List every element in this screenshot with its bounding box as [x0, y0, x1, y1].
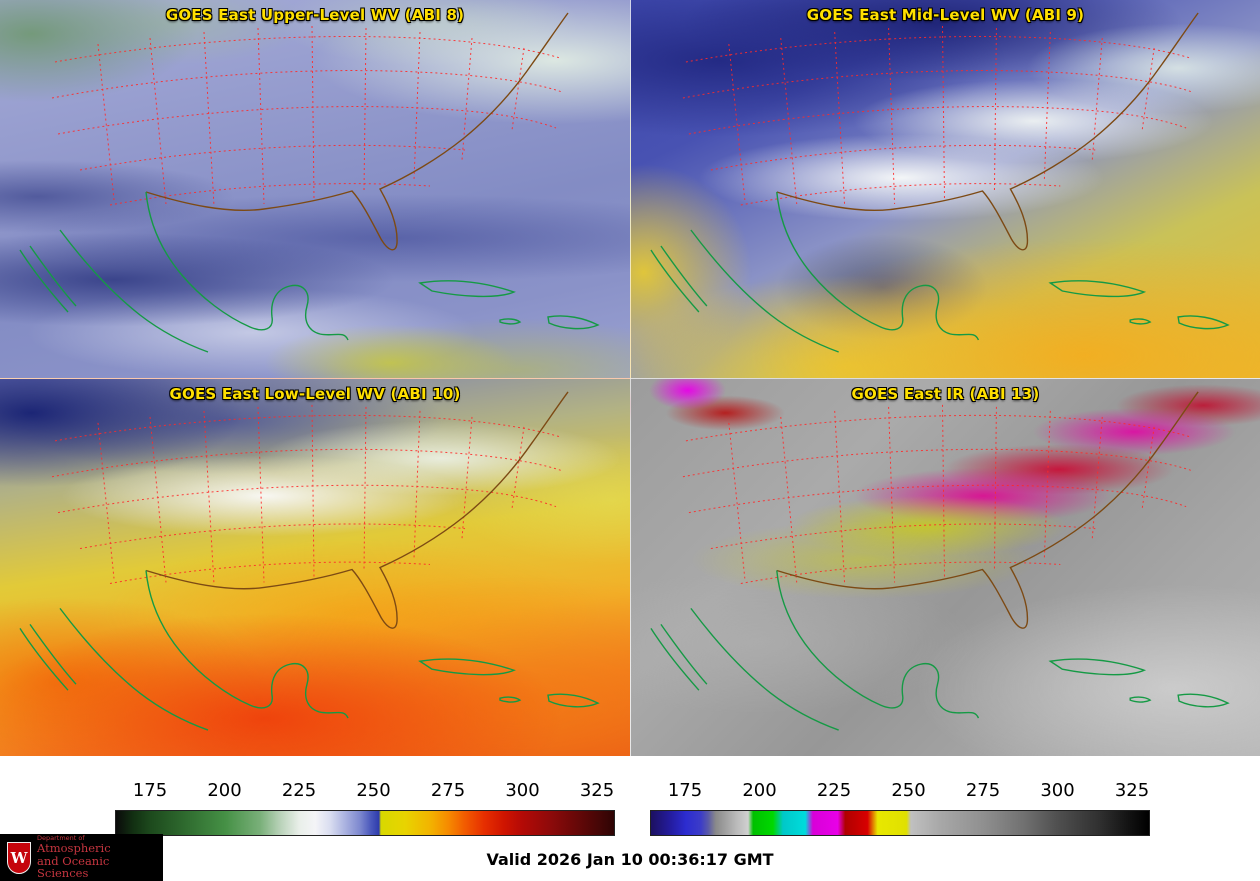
tick-label: 325	[1114, 780, 1150, 801]
aos-department-logo: W Department of Atmospheric and Oceanic …	[0, 834, 163, 881]
footer: 175 200 225 250 275 300 325 175 200 225 …	[0, 756, 1260, 881]
ir-colorbar-ticks: 175 200 225 250 275 300 325	[650, 780, 1150, 804]
map-overlay	[650, 391, 1229, 731]
panel-title-upper-level-wv: GOES East Upper-Level WV (ABI 8)	[165, 6, 465, 24]
crest-letter: W	[10, 848, 28, 867]
wv-colorbar-ticks: 175 200 225 250 275 300 325	[115, 780, 615, 804]
panel-upper-level-wv: GOES East Upper-Level WV (ABI 8)	[0, 0, 630, 378]
map-overlay	[650, 12, 1229, 353]
wv-colorbar-gradient	[115, 810, 615, 836]
tick-label: 250	[891, 780, 926, 801]
logo-line-1: Atmospheric	[37, 841, 111, 856]
logo-dept-line: Department of	[37, 834, 85, 843]
tick-label: 300	[505, 780, 540, 801]
panel-title-ir: GOES East IR (ABI 13)	[851, 385, 1040, 403]
tick-label: 275	[965, 780, 1001, 801]
valid-time-caption: Valid 2026 Jan 10 00:36:17 GMT	[486, 850, 774, 869]
panel-grid: GOES East Upper-Level WV (ABI 8) GOES Ea…	[0, 0, 1260, 756]
ir-colorbar-gradient	[650, 810, 1150, 836]
tick-label: 275	[430, 780, 466, 801]
tick-label: 225	[816, 780, 852, 801]
tick-label: 200	[742, 780, 777, 801]
tick-label: 175	[132, 780, 168, 801]
tick-label: 300	[1040, 780, 1075, 801]
wv-colorbar: 175 200 225 250 275 300 325	[115, 756, 615, 881]
panel-mid-level-wv: GOES East Mid-Level WV (ABI 9)	[630, 0, 1260, 378]
panel-low-level-wv: GOES East Low-Level WV (ABI 10)	[0, 378, 630, 756]
map-overlay	[19, 12, 599, 353]
tick-label: 175	[667, 780, 703, 801]
map-overlay	[19, 391, 599, 731]
tick-label: 200	[207, 780, 242, 801]
logo-text: Department of Atmospheric and Oceanic Sc…	[37, 834, 156, 881]
ir-colorbar: 175 200 225 250 275 300 325	[650, 756, 1150, 881]
logo-line-2: and Oceanic Sciences	[37, 853, 110, 881]
tick-label: 225	[281, 780, 317, 801]
panel-ir: GOES East IR (ABI 13)	[630, 378, 1260, 756]
panel-title-mid-level-wv: GOES East Mid-Level WV (ABI 9)	[806, 6, 1085, 24]
panel-title-low-level-wv: GOES East Low-Level WV (ABI 10)	[169, 385, 461, 403]
tick-label: 250	[356, 780, 391, 801]
tick-label: 325	[579, 780, 615, 801]
uw-crest-icon: W	[7, 841, 31, 874]
